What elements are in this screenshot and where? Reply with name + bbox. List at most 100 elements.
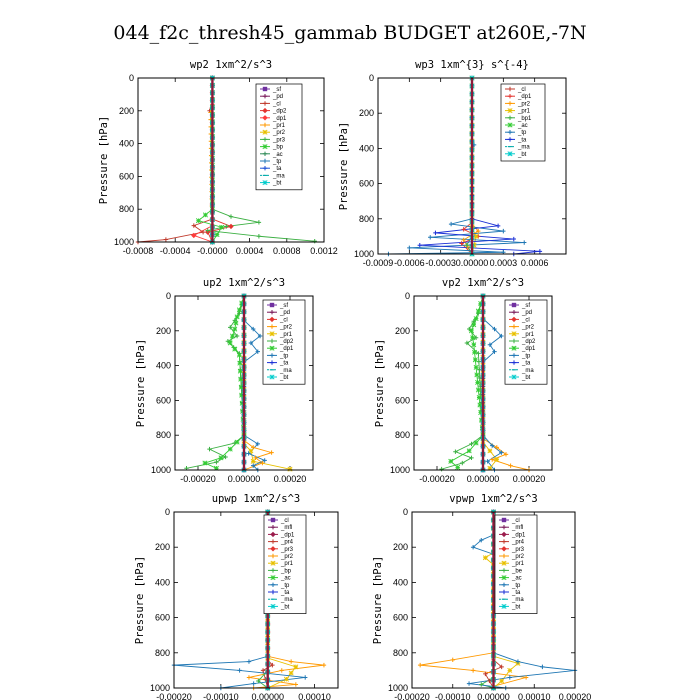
legend-label-pr3: _pr3 <box>272 137 286 143</box>
legend-label-dp2: _dp2 <box>279 339 294 345</box>
legend-label-dp1: _dp1 <box>521 346 536 352</box>
series-point-tp <box>255 441 260 447</box>
series-point-dp1 <box>202 460 208 466</box>
legend-marker-tp <box>507 130 513 135</box>
series-point-dp1 <box>239 300 245 306</box>
legend-label-tp: _tp <box>511 583 521 589</box>
legend-label-pr4: _pr4 <box>511 540 525 546</box>
legend-marker-bt <box>262 180 268 186</box>
series-point-pr2 <box>476 228 481 234</box>
panel-title: wp2 1xm^2/s^3 <box>190 59 272 71</box>
panel-1: wp2 1xm^2/s^3 Pressure [hPa] 0 200 400 600 800… <box>98 59 338 256</box>
legend-label-pr1: _pr1 <box>272 123 286 129</box>
series-point-dp2 <box>453 449 458 454</box>
legend-label-bp1: _bp1 <box>517 116 532 122</box>
legend-marker-mfl <box>270 525 276 530</box>
series-point-dp2 <box>207 446 212 452</box>
legend-marker-bp <box>270 568 276 573</box>
legend-marker-cl <box>507 86 513 92</box>
panel-3: up2 1xm^2/s^3 Pressure [hPa] 0 200 400 600 800… <box>135 277 314 484</box>
legend-marker-cl <box>511 316 517 323</box>
series-point-dp1 <box>473 364 479 370</box>
y-tick-label: 400 <box>119 139 134 149</box>
x-tick-label: 0.00010 <box>298 692 331 700</box>
series-point-tp <box>515 659 521 664</box>
legend-marker-bt <box>511 374 517 380</box>
legend-marker-pr2 <box>270 553 276 559</box>
series-point-pr1 <box>473 233 479 239</box>
series-point-dp1 <box>461 227 466 232</box>
series-point-pr1 <box>482 555 488 561</box>
y-tick-label: 400 <box>395 361 410 371</box>
x-tick-label: -0.0003 <box>425 258 456 268</box>
y-tick-label: 800 <box>393 648 408 658</box>
legend-marker-pr2 <box>501 553 507 559</box>
legend-marker-dp1 <box>507 94 513 99</box>
panel-2: wp3 1xm^{3} s^{-4} Pressure [hPa] 0 200 400 6… <box>338 59 567 268</box>
legend-label-ma: _ma <box>521 368 534 374</box>
series-point-dp1 <box>229 333 236 339</box>
legend-marker-bp1 <box>507 115 513 120</box>
series-point-dp1 <box>218 455 224 461</box>
legend-label-pr3: _pr3 <box>511 547 525 553</box>
series-point-dp1 <box>239 392 245 398</box>
series-point-dp1 <box>466 448 472 454</box>
legend-label-bt: _bt <box>517 152 527 158</box>
x-tick-label: 0.00020 <box>513 474 546 484</box>
y-axis-label: Pressure [hPa] <box>374 339 386 428</box>
series-point-tp <box>237 668 242 673</box>
series-point-pr2 <box>246 675 252 680</box>
series-point-tp <box>507 675 512 680</box>
y-tick-label: 600 <box>359 179 374 189</box>
series-point-pr1 <box>487 448 493 454</box>
x-tick-label: 0.00000 <box>467 474 500 484</box>
series-point-pr3 <box>256 220 262 225</box>
x-tick-label: 0.0003 <box>490 258 518 268</box>
series-point-dp1 <box>236 352 242 358</box>
series-point-ta <box>511 236 516 242</box>
legend-box <box>500 83 546 162</box>
series-line-pr3 <box>207 78 315 242</box>
legend-label-ac: _ac <box>280 576 291 582</box>
legend-marker-bt <box>507 151 513 157</box>
series-point-dp1 <box>471 322 477 328</box>
legend-marker-pr2 <box>511 324 517 329</box>
series-point-dp1 <box>475 308 481 314</box>
x-tick-label: 0.00000 <box>251 692 284 700</box>
legend-label-cl: _cl <box>511 518 520 524</box>
y-tick-label: 800 <box>155 648 170 658</box>
legend-marker-sf <box>262 86 268 92</box>
series-point-pr2 <box>269 450 274 455</box>
series-point-pr1 <box>471 242 477 248</box>
series-point-pr2 <box>260 460 265 466</box>
x-tick-label: -0.0004 <box>160 246 191 256</box>
legend-marker-cl <box>501 517 507 523</box>
y-axis-label: Pressure [hPa] <box>98 116 110 205</box>
series-point-dp1 <box>472 349 478 355</box>
legend-label-bt: _bt <box>511 604 521 610</box>
series-point-dp1 <box>474 372 480 378</box>
legend-marker-pr2 <box>269 324 275 329</box>
legend-marker-dp1 <box>511 345 517 351</box>
legend-label-pd: _pd <box>521 310 532 316</box>
legend-marker-pr1 <box>270 560 276 566</box>
legend-label-be: _be <box>511 568 523 574</box>
legend-label-tp: _tp <box>279 353 289 359</box>
legend-marker-dp2 <box>511 338 517 344</box>
series-point-pr1 <box>487 465 493 471</box>
series-point-dp1 <box>234 439 240 445</box>
series-point-be <box>479 682 484 687</box>
legend-label-ta: _ta <box>279 361 289 367</box>
series-point-bp1 <box>464 243 469 248</box>
series-point-tp <box>251 463 256 468</box>
series-point-ta <box>417 243 422 248</box>
y-tick-label: 0 <box>405 291 410 301</box>
legend-label-ta: _ta <box>521 361 531 367</box>
legend-marker-pr2 <box>262 129 268 135</box>
series-point-tp <box>479 537 484 543</box>
series-point-dp2 <box>464 340 470 346</box>
legend-label-ac: _ac <box>272 152 283 158</box>
series-point-dp1 <box>227 446 233 452</box>
series-point-dp2 <box>234 333 240 339</box>
series-point-pr3 <box>228 214 234 219</box>
